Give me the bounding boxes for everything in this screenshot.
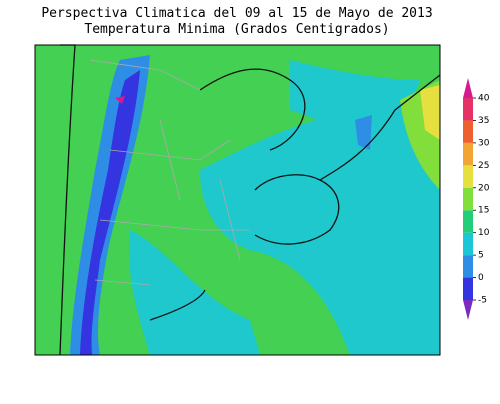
colorbar-tick-label: 25 (478, 161, 489, 171)
title: Perspectiva Climatica del 09 al 15 de Ma… (41, 6, 432, 21)
colorbar-segment (463, 255, 473, 278)
colorbar-tick-label: 35 (478, 116, 489, 126)
magenta-spot (115, 96, 125, 104)
map (34, 44, 441, 356)
colorbar-tick-label: -5 (478, 296, 487, 306)
province-line (89, 59, 250, 286)
colorbar-segment (463, 142, 473, 166)
colorbar-tick-label: 30 (478, 138, 490, 148)
colorbar-extend-low (463, 300, 473, 320)
colorbar-tick-label: 0 (478, 273, 484, 283)
cyan-region (200, 90, 440, 355)
colorbar-segment (463, 277, 473, 300)
colorbar-extend-high (463, 78, 473, 98)
colorbar-tick-label: 10 (478, 228, 490, 238)
colorbar-segment (463, 232, 473, 256)
border-line (59, 44, 441, 356)
map-frame (34, 44, 441, 356)
colorbar-segment (463, 120, 473, 143)
colorbar-segment (463, 210, 473, 233)
colorbar: -5 0 5 10 15 20 25 30 35 40 (463, 78, 490, 320)
blue-region (355, 115, 372, 150)
colorbar-segment (463, 187, 473, 211)
yellow-region (420, 85, 440, 140)
subtitle: Temperatura Minima (Grados Centigrados) (84, 22, 389, 37)
colorbar-tick-label: 40 (478, 94, 490, 104)
colorbar-tick-label: 5 (478, 251, 484, 261)
cyan-region (129, 230, 260, 355)
cyan-region (290, 60, 420, 133)
colorbar-segment (463, 165, 473, 188)
colorbar-segment (463, 98, 473, 121)
colorbar-tick-label: 20 (478, 183, 490, 193)
deep-blue-region (80, 70, 140, 355)
colorbar-tick-label: 15 (478, 206, 489, 216)
